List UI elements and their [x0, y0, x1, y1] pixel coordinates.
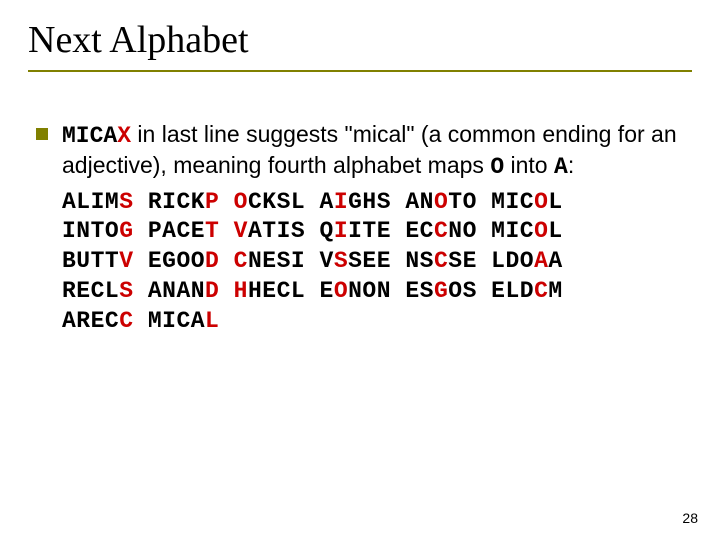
cipher-char: [219, 218, 233, 244]
cipher-char: ATIS Q: [248, 218, 334, 244]
cipher-red-char: O: [334, 278, 348, 304]
cipher-char: [219, 248, 233, 274]
cipher-char: L: [548, 218, 562, 244]
body-segment-3: :: [568, 152, 574, 178]
cipher-char: BUTT: [62, 248, 119, 274]
slide-title: Next Alphabet: [28, 18, 692, 72]
cipher-char: AREC: [62, 308, 119, 334]
cipher-char: INTO: [62, 218, 119, 244]
cipher-red-char: G: [434, 278, 448, 304]
cipher-red-char: C: [534, 278, 548, 304]
cipher-char: ANAN: [134, 278, 206, 304]
cipher-char: A: [548, 248, 562, 274]
cipher-red-char: O: [534, 189, 548, 215]
cipher-red-char: S: [119, 189, 133, 215]
cipher-char: RICK: [134, 189, 206, 215]
cipher-char: NESI V: [248, 248, 334, 274]
cipher-char: ALIM: [62, 189, 119, 215]
cipher-red-char: O: [534, 218, 548, 244]
cipher-char: RECL: [62, 278, 119, 304]
square-bullet-icon: [36, 128, 48, 140]
cipher-char: SE LDO: [448, 248, 534, 274]
cipher-red-char: P: [205, 189, 219, 215]
cipher-char: GHS AN: [348, 189, 434, 215]
body-segment-2: into: [504, 152, 554, 178]
cipher-red-char: H: [234, 278, 248, 304]
cipher-red-char: C: [234, 248, 248, 274]
cipher-red-char: S: [119, 278, 133, 304]
cipher-char: [219, 278, 233, 304]
mono-letter-o: O: [490, 154, 504, 180]
mono-letter-a: A: [554, 154, 568, 180]
bullet-item: MICAX in last line suggests "mical" (a c…: [36, 120, 692, 182]
cipher-char: M: [548, 278, 562, 304]
cipher-red-char: C: [119, 308, 133, 334]
cipher-char: CKSL A: [248, 189, 334, 215]
body-segment-1: in last line suggests "mical" (a common …: [62, 121, 677, 178]
body-text: MICAX in last line suggests "mical" (a c…: [62, 120, 692, 182]
cipher-char: OS ELD: [448, 278, 534, 304]
cipher-red-char: D: [205, 248, 219, 274]
cipher-char: L: [548, 189, 562, 215]
cipher-char: EGOO: [134, 248, 206, 274]
cipher-red-char: O: [434, 189, 448, 215]
cipher-red-char: G: [119, 218, 133, 244]
cipher-red-char: O: [234, 189, 248, 215]
cipher-char: SEE NS: [348, 248, 434, 274]
cipher-red-char: L: [205, 308, 219, 334]
cipher-char: MICA: [134, 308, 206, 334]
mono-word-1: MICA: [62, 123, 117, 149]
cipher-red-char: I: [334, 189, 348, 215]
cipher-red-char: D: [205, 278, 219, 304]
cipher-red-char: C: [434, 218, 448, 244]
cipher-char: TO MIC: [448, 189, 534, 215]
cipher-block: ALIMS RICKP OCKSL AIGHS ANOTO MICOL INTO…: [62, 188, 692, 337]
cipher-char: PACE: [134, 218, 206, 244]
cipher-red-char: V: [234, 218, 248, 244]
cipher-char: NO MIC: [448, 218, 534, 244]
cipher-char: ITE EC: [348, 218, 434, 244]
cipher-char: HECL E: [248, 278, 334, 304]
cipher-red-char: A: [534, 248, 548, 274]
cipher-red-char: I: [334, 218, 348, 244]
cipher-red-char: V: [119, 248, 133, 274]
cipher-char: NON ES: [348, 278, 434, 304]
cipher-red-char: T: [205, 218, 219, 244]
cipher-char: [219, 189, 233, 215]
cipher-red-char: C: [434, 248, 448, 274]
mono-red-letter: X: [117, 123, 131, 149]
page-number: 28: [682, 510, 698, 526]
cipher-red-char: S: [334, 248, 348, 274]
